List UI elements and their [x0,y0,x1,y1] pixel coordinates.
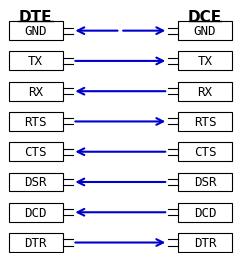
FancyBboxPatch shape [178,143,232,162]
FancyBboxPatch shape [178,233,232,252]
Text: CTS: CTS [194,146,216,158]
FancyBboxPatch shape [9,173,63,192]
Text: DCE: DCE [188,10,222,25]
Text: DTE: DTE [19,10,53,25]
Text: DSR: DSR [194,176,216,189]
Text: RTS: RTS [194,116,216,129]
FancyBboxPatch shape [178,173,232,192]
FancyBboxPatch shape [178,82,232,101]
FancyBboxPatch shape [9,113,63,131]
Text: DSR: DSR [25,176,47,189]
FancyBboxPatch shape [178,203,232,222]
FancyBboxPatch shape [9,52,63,71]
Text: RX: RX [28,85,43,98]
FancyBboxPatch shape [9,203,63,222]
FancyBboxPatch shape [9,233,63,252]
FancyBboxPatch shape [178,22,232,41]
Text: GND: GND [194,25,216,38]
Text: CTS: CTS [25,146,47,158]
Text: TX: TX [28,55,43,68]
FancyBboxPatch shape [9,22,63,41]
Text: GND: GND [25,25,47,38]
FancyBboxPatch shape [178,52,232,71]
FancyBboxPatch shape [178,113,232,131]
Text: RX: RX [197,85,213,98]
Text: DTR: DTR [25,236,47,249]
Text: DCD: DCD [25,206,47,219]
Text: DTR: DTR [194,236,216,249]
FancyBboxPatch shape [9,143,63,162]
Text: TX: TX [197,55,213,68]
Text: DCD: DCD [194,206,216,219]
FancyBboxPatch shape [9,82,63,101]
Text: RTS: RTS [25,116,47,129]
